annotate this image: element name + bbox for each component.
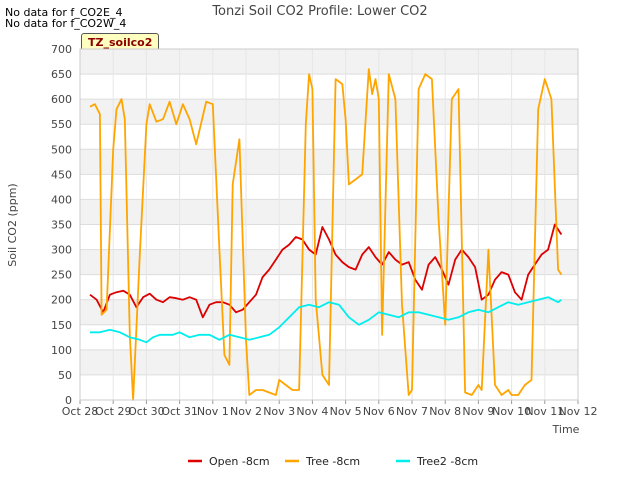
y-tick-label: 550 [51, 118, 72, 131]
y-tick-label: 400 [51, 193, 72, 206]
x-tick-label: Nov 1 [197, 405, 229, 418]
legend-label: Open -8cm [209, 455, 270, 468]
y-axis-label: Soil CO2 (ppm) [6, 183, 19, 266]
y-tick-label: 100 [51, 344, 72, 357]
x-tick-label: Nov 2 [230, 405, 262, 418]
y-tick-label: 200 [51, 294, 72, 307]
y-tick-label: 450 [51, 168, 72, 181]
y-axis-ticks: 0 50 100 150 200 250 300 350 400 450 500 550 600 650 7… [51, 43, 72, 407]
plot-band [80, 149, 578, 175]
series-line-tree-8cm [89, 68, 563, 401]
x-tick-label: Oct 31 [161, 405, 198, 418]
x-tick-label: Nov 10 [492, 405, 531, 418]
x-tick-label: Nov 12 [559, 405, 598, 418]
x-tick-label: Oct 28 [62, 405, 99, 418]
x-tick-label: Nov 3 [263, 405, 295, 418]
plot-band [80, 99, 578, 125]
legend: Open -8cm Tree -8cm Tree2 -8cm [188, 455, 478, 468]
y-tick-label: 250 [51, 269, 72, 282]
x-tick-label: Nov 7 [396, 405, 428, 418]
series-lines [89, 68, 563, 401]
x-tick-label: Nov 9 [462, 405, 494, 418]
legend-label: Tree2 -8cm [416, 455, 478, 468]
plot-band [80, 49, 578, 75]
x-tick-label: Nov 6 [363, 405, 395, 418]
plot-frame [79, 48, 579, 401]
y-tick-label: 650 [51, 68, 72, 81]
series-line-open-8cm [89, 223, 563, 319]
y-tick-label: 150 [51, 319, 72, 332]
y-tick-label: 600 [51, 93, 72, 106]
y-tick-label: 350 [51, 219, 72, 232]
plot-band [80, 299, 578, 325]
x-tick-label: Nov 5 [330, 405, 362, 418]
plot-bands [80, 49, 578, 375]
legend-label: Tree -8cm [305, 455, 360, 468]
y-tick-label: 500 [51, 143, 72, 156]
y-tick-label: 700 [51, 43, 72, 56]
x-tick-label: Nov 11 [525, 405, 564, 418]
x-tick-label: Nov 8 [429, 405, 461, 418]
y-tick-label: 0 [65, 394, 72, 407]
y-tick-label: 50 [58, 369, 72, 382]
chart-title: Tonzi Soil CO2 Profile: Lower CO2 [211, 4, 427, 19]
series-line-tree2-8cm [90, 296, 562, 344]
plot-band [80, 249, 578, 275]
x-axis-label: Time [552, 423, 580, 436]
y-tick-label: 300 [51, 244, 72, 257]
no-data-note-co2e: No data for f_CO2E_4 [5, 6, 123, 19]
no-data-note-co2w: No data for f_CO2W_4 [5, 17, 127, 30]
site-badge: TZ_soilco2 [81, 33, 160, 52]
plot-band [80, 199, 578, 225]
x-tick-label: Nov 4 [296, 405, 328, 418]
x-tick-label: Oct 30 [128, 405, 165, 418]
x-tick-label: Oct 29 [95, 405, 132, 418]
